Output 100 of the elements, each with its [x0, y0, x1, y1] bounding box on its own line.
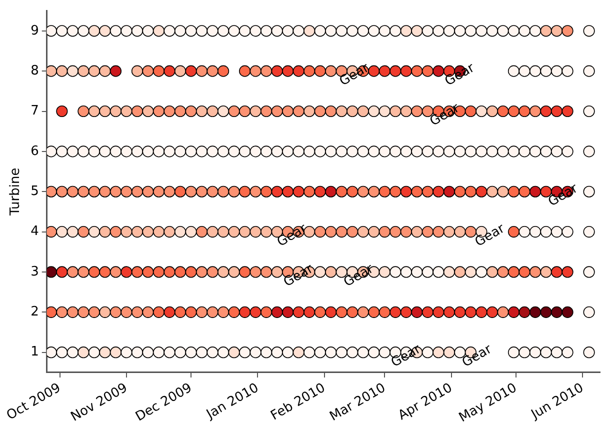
point [282, 65, 294, 77]
point [508, 346, 520, 358]
y-tick-label: 3 [30, 264, 39, 280]
annotation: Gear [388, 342, 424, 371]
point [400, 306, 412, 318]
point [78, 105, 90, 118]
point [206, 226, 218, 238]
point [476, 105, 488, 118]
point [304, 146, 316, 158]
point [518, 25, 530, 37]
point [314, 25, 326, 37]
point [529, 105, 542, 118]
point [378, 146, 390, 158]
point [325, 105, 337, 118]
point [378, 105, 390, 118]
point [164, 65, 176, 77]
point [432, 346, 444, 358]
point [518, 306, 530, 318]
point [529, 306, 542, 318]
point [250, 186, 262, 198]
point [206, 346, 218, 358]
point [99, 25, 111, 37]
point [464, 146, 477, 158]
point [486, 306, 498, 318]
point [66, 226, 78, 238]
point [443, 186, 455, 198]
point [142, 266, 154, 278]
point [443, 25, 455, 37]
point [443, 266, 455, 278]
point [239, 266, 251, 278]
point [454, 306, 466, 318]
point [131, 146, 144, 158]
point [411, 105, 423, 118]
point [228, 146, 240, 158]
point [390, 65, 402, 77]
point [454, 226, 466, 238]
point [164, 346, 176, 358]
point [66, 186, 78, 198]
point [88, 266, 100, 278]
point [486, 25, 498, 37]
point [443, 346, 455, 358]
point [357, 25, 369, 37]
point [325, 186, 337, 198]
point [497, 146, 509, 158]
point [443, 146, 455, 158]
point [282, 25, 294, 37]
point [152, 146, 165, 158]
annotation: Gear [427, 100, 463, 130]
point [476, 146, 488, 158]
annotation: Gear [460, 342, 496, 371]
point [56, 146, 68, 158]
point [260, 105, 272, 118]
point [88, 226, 100, 238]
point [131, 25, 144, 37]
point [217, 226, 230, 238]
point [432, 146, 444, 158]
point [529, 146, 542, 158]
point [292, 105, 304, 118]
point [443, 306, 455, 318]
point [518, 146, 530, 158]
point [336, 346, 348, 358]
point [66, 25, 78, 37]
point [239, 146, 251, 158]
point [46, 266, 57, 278]
point [400, 65, 412, 77]
point [78, 146, 90, 158]
y-tick-label: 8 [30, 63, 39, 78]
point [185, 226, 197, 238]
point [336, 25, 348, 37]
point [583, 346, 595, 358]
point [152, 226, 165, 238]
point [508, 266, 520, 278]
point [325, 146, 337, 158]
point [131, 186, 144, 198]
point [185, 266, 197, 278]
point [346, 25, 358, 37]
point [325, 25, 337, 37]
point [164, 146, 176, 158]
point [432, 25, 444, 37]
point [282, 105, 294, 118]
point [99, 186, 111, 198]
point [46, 25, 57, 37]
point [120, 346, 132, 358]
point [217, 146, 230, 158]
point [78, 346, 90, 358]
point [282, 346, 294, 358]
point [217, 346, 230, 358]
point [239, 306, 251, 318]
point [228, 226, 240, 238]
point [152, 346, 165, 358]
point [432, 65, 444, 77]
point [46, 146, 57, 158]
point [88, 146, 100, 158]
point [142, 346, 154, 358]
point [378, 25, 390, 37]
point [411, 226, 423, 238]
point [357, 226, 369, 238]
point [206, 146, 218, 158]
point [304, 346, 316, 358]
point [239, 105, 251, 118]
